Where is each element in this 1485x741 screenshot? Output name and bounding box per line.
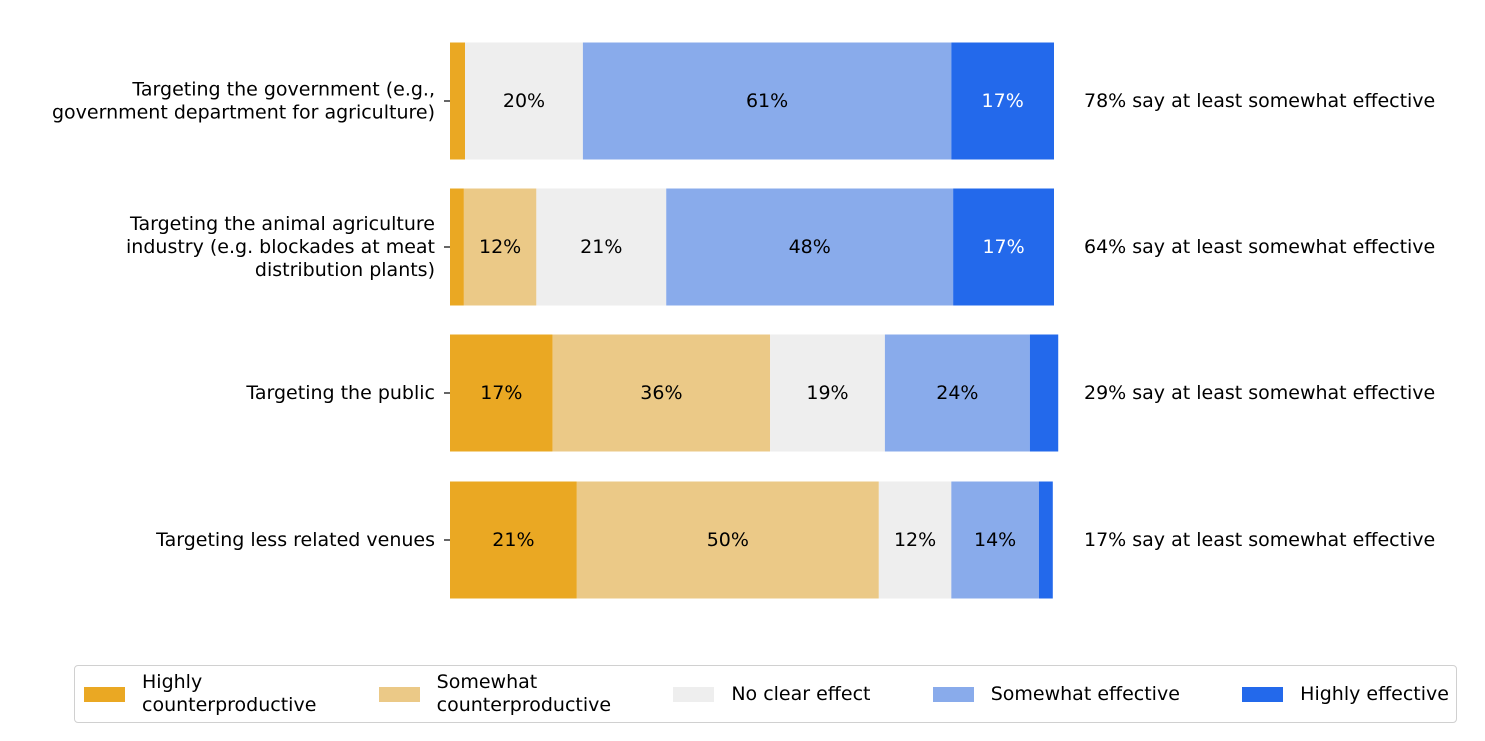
data-label: 20% [503,90,545,112]
bar-segment [582,42,952,160]
legend-label: Somewhat effective [990,682,1180,705]
bar-segment [951,42,1054,160]
data-label: 17% [982,90,1024,112]
annotation-label: 64% say at least somewhat effective [1084,236,1435,258]
legend-item: Somewhat counterproductive [378,671,612,717]
bar-segment [450,42,466,160]
bar-segment [951,481,1039,599]
bar-segment [576,481,879,599]
legend-label: Highly counterproductive [142,671,317,716]
bar-segment [536,188,667,306]
bar-segment [450,334,553,452]
data-label: 21% [492,529,534,551]
legend-swatch [673,686,715,702]
bar-segment [884,334,1030,452]
annotation-label: 29% say at least somewhat effective [1084,382,1435,404]
legend-swatch [932,686,974,702]
data-label: 14% [974,529,1016,551]
legend-item: No clear effect [673,683,870,706]
bar-segment [450,188,464,306]
data-label: 19% [806,382,848,404]
data-label: 36% [640,382,682,404]
legend-item: Highly counterproductive [84,671,316,717]
bar-segment [1029,334,1059,452]
chart-legend: Highly counterproductive Somewhat counter… [74,665,1457,723]
data-label: 48% [789,236,831,258]
data-label: 17% [982,236,1024,258]
data-label: 50% [707,529,749,551]
annotation-label: 78% say at least somewhat effective [1084,90,1435,112]
legend-swatch [378,686,420,702]
legend-swatch [84,686,125,702]
legend-label: Somewhat counterproductive [436,671,612,716]
data-label: 12% [894,529,936,551]
legend-item: Highly effective [1242,683,1449,706]
data-label: 17% [480,382,522,404]
bar-segment [878,481,952,599]
legend-swatch [1242,686,1284,702]
data-label: 12% [479,236,521,258]
bar-segment [770,334,885,452]
bar-segment [1038,481,1053,599]
legend-label: Highly effective [1300,682,1449,705]
annotation-label: 17% say at least somewhat effective [1084,529,1435,551]
bar-segment [666,188,954,306]
bar-segment [953,188,1054,306]
data-label: 24% [936,382,978,404]
category-label: Targeting the public [245,382,435,404]
category-label: Targeting the government (e.g., governmen… [52,79,435,124]
bar-segment [463,188,537,306]
data-label: 21% [580,236,622,258]
category-label: Targeting the animal agriculture industry… [126,213,435,281]
category-label: Targeting less related venues [155,529,435,551]
bar-segment [450,481,577,599]
legend-label: No clear effect [731,682,871,705]
data-label: 61% [746,90,788,112]
bar-segment [465,42,583,160]
bar-segment [552,334,771,452]
legend-item: Somewhat effective [932,682,1180,706]
